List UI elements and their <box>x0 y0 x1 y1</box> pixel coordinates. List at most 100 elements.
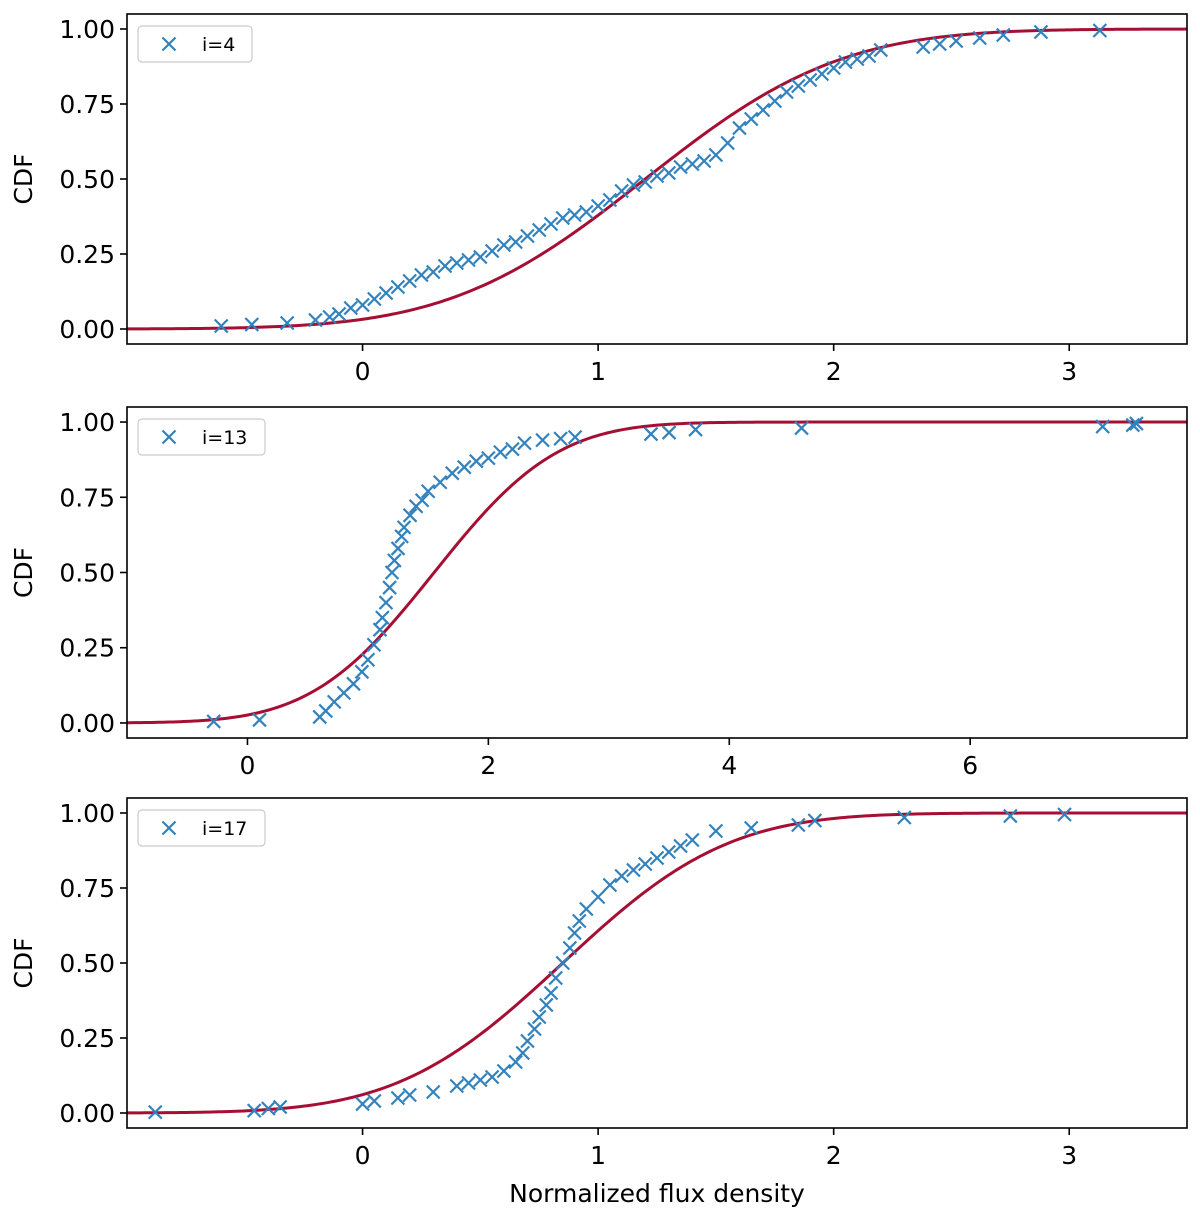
data-point <box>720 135 735 151</box>
x-tick-label: 1 <box>590 357 606 386</box>
cdf-panel-i17: 0 1 2 3 0.00 0.25 0.50 0.75 1.00 CDF i=17 <box>9 797 1188 1170</box>
y-axis-label: CDF <box>9 153 38 204</box>
data-point <box>1129 416 1144 431</box>
data-point <box>437 258 453 274</box>
data-point <box>414 267 429 283</box>
data-point <box>567 207 582 223</box>
data-point <box>743 111 759 127</box>
data-point <box>643 426 659 442</box>
cdf-panel-i13: 0 2 4 6 0.00 0.25 0.50 0.75 1.00 CDF i=13 <box>9 406 1188 780</box>
data-point <box>535 432 550 448</box>
data-point <box>367 1093 382 1109</box>
y-axis-label: CDF <box>9 547 38 598</box>
y-tick-label: 0.25 <box>59 1024 115 1053</box>
data-point <box>390 541 406 556</box>
data-point <box>252 712 267 728</box>
legend-label: i=17 <box>202 818 247 840</box>
x-tick-label: 6 <box>962 751 978 780</box>
data-points <box>206 416 1144 729</box>
data-point <box>791 817 806 833</box>
x-tick-label: 0 <box>355 357 371 386</box>
data-point <box>708 147 724 163</box>
fit-curve <box>127 811 1187 1115</box>
legend-marker-icon <box>161 36 177 52</box>
data-point <box>444 465 460 481</box>
data-point <box>590 198 606 214</box>
data-point <box>449 255 465 271</box>
data-point <box>414 493 430 508</box>
data-point <box>915 39 931 55</box>
x-tick-label: 3 <box>1061 1141 1077 1170</box>
y-tick-label: 1.00 <box>59 799 115 828</box>
y-tick-label: 0.25 <box>59 634 115 663</box>
data-point <box>807 813 823 828</box>
data-point <box>548 970 563 986</box>
data-point <box>972 30 987 46</box>
data-point <box>520 228 535 244</box>
data-point <box>402 273 417 289</box>
data-point <box>743 820 759 836</box>
y-tick-label: 0.75 <box>59 483 115 512</box>
x-tick-label: 2 <box>826 357 842 386</box>
cdf-panel-i4: 0 1 2 3 0.00 0.25 0.50 0.75 1.00 CDF i=4 <box>9 13 1188 386</box>
data-point <box>473 1072 488 1088</box>
data-point <box>520 1033 535 1049</box>
y-tick-label: 1.00 <box>59 15 115 44</box>
data-point <box>1092 23 1108 38</box>
data-point <box>390 1090 406 1106</box>
data-point <box>372 622 388 637</box>
data-point <box>432 474 448 490</box>
data-point <box>384 565 400 580</box>
data-point <box>553 431 568 446</box>
data-point <box>637 856 653 872</box>
data-point <box>779 84 794 100</box>
data-point <box>517 435 532 451</box>
data-point <box>390 279 406 295</box>
legend-marker-icon <box>161 820 177 836</box>
data-point <box>456 459 472 475</box>
y-tick-label: 0.00 <box>59 1099 115 1128</box>
data-point <box>637 174 653 190</box>
x-tick-label: 3 <box>1061 357 1077 386</box>
data-point <box>425 264 441 280</box>
data-point <box>279 315 295 331</box>
data-point <box>244 317 260 332</box>
data-point <box>661 844 677 860</box>
data-point <box>602 877 618 893</box>
data-point <box>861 48 877 64</box>
fit-curve <box>127 420 1187 725</box>
data-point <box>382 580 397 595</box>
data-point <box>378 285 394 301</box>
y-axis-label: CDF <box>9 937 38 988</box>
data-point <box>261 1101 276 1116</box>
data-point <box>322 309 337 325</box>
data-point <box>649 850 665 866</box>
y-tick-label: 0.00 <box>59 709 115 738</box>
data-point <box>331 306 347 322</box>
data-point <box>555 210 571 226</box>
data-point <box>481 450 496 466</box>
data-point <box>649 168 665 184</box>
data-point <box>767 93 783 109</box>
data-point <box>343 300 359 316</box>
data-points <box>213 23 1108 334</box>
x-tick-label: 1 <box>590 1141 606 1170</box>
data-point <box>708 823 724 839</box>
data-point <box>732 120 747 136</box>
data-point <box>661 425 677 440</box>
data-point <box>360 652 376 668</box>
data-point <box>367 291 382 307</box>
data-point <box>496 1063 512 1079</box>
data-point <box>1033 24 1049 40</box>
data-point <box>543 216 559 232</box>
data-point <box>355 297 370 313</box>
data-point <box>246 1103 262 1118</box>
data-point <box>493 444 508 460</box>
data-point <box>531 222 547 238</box>
fit-curve <box>127 27 1187 331</box>
y-tick-label: 0.75 <box>59 874 115 903</box>
data-point <box>366 637 382 652</box>
data-point <box>838 54 853 70</box>
data-point <box>402 1087 417 1103</box>
legend-marker-icon <box>161 429 177 445</box>
